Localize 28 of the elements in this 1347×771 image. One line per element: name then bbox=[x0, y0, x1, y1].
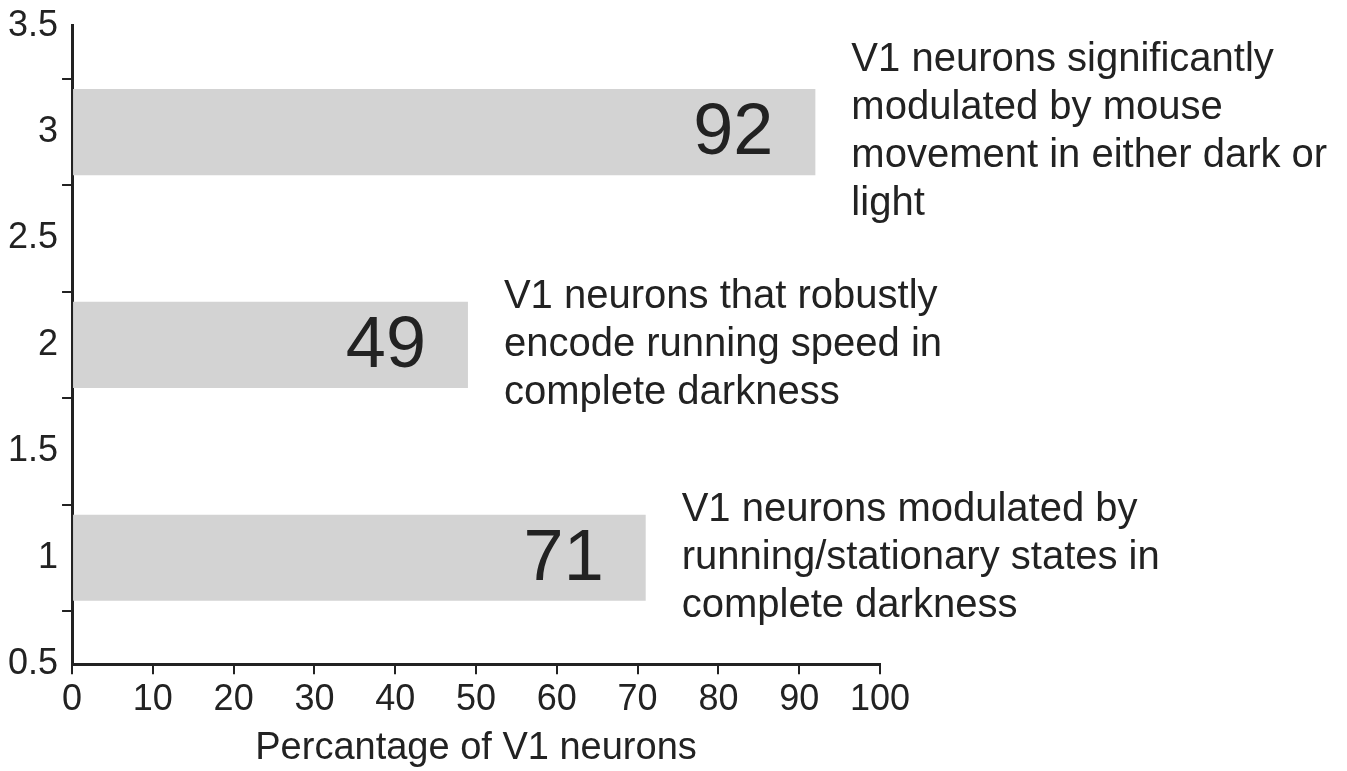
data-label: 49 bbox=[345, 301, 426, 382]
bar bbox=[73, 88, 816, 176]
x-tick-label: 10 bbox=[132, 676, 173, 718]
x-axis-title: Percantage of V1 neurons bbox=[255, 724, 697, 767]
y-tick-label: 1.5 bbox=[8, 428, 59, 470]
x-tick-label: 60 bbox=[536, 676, 577, 718]
bar bbox=[73, 514, 646, 601]
y-tick-label: 3.5 bbox=[8, 2, 59, 44]
annotation: V1 neurons modulated by running/stationary states in complete darkness bbox=[681, 484, 1160, 625]
x-tick-label: 100 bbox=[849, 676, 911, 718]
y-tick-label: 2.5 bbox=[8, 215, 59, 257]
x-tick-label: 30 bbox=[294, 676, 335, 718]
y-tick-label: 2 bbox=[38, 321, 59, 363]
x-tick-label: 0 bbox=[62, 676, 83, 718]
x-tick-label: 80 bbox=[698, 676, 739, 718]
x-tick-label: 90 bbox=[779, 676, 820, 718]
x-tick-label: 70 bbox=[617, 676, 658, 718]
bar bbox=[73, 301, 468, 389]
annotation: V1 neurons significantly modulated by mouse movement in either dark or light bbox=[851, 35, 1328, 224]
y-tick-label: 0.5 bbox=[8, 641, 59, 683]
x-tick-label: 20 bbox=[213, 676, 254, 718]
annotation: V1 neurons that robustly encode running speed in complete darkness bbox=[503, 271, 943, 412]
x-tick-label: 40 bbox=[375, 676, 416, 718]
x-tick-label: 50 bbox=[456, 676, 497, 718]
y-tick-label: 3 bbox=[38, 108, 59, 150]
data-label: 92 bbox=[693, 88, 774, 169]
y-tick-label: 1 bbox=[38, 534, 59, 576]
data-label: 71 bbox=[523, 514, 604, 595]
